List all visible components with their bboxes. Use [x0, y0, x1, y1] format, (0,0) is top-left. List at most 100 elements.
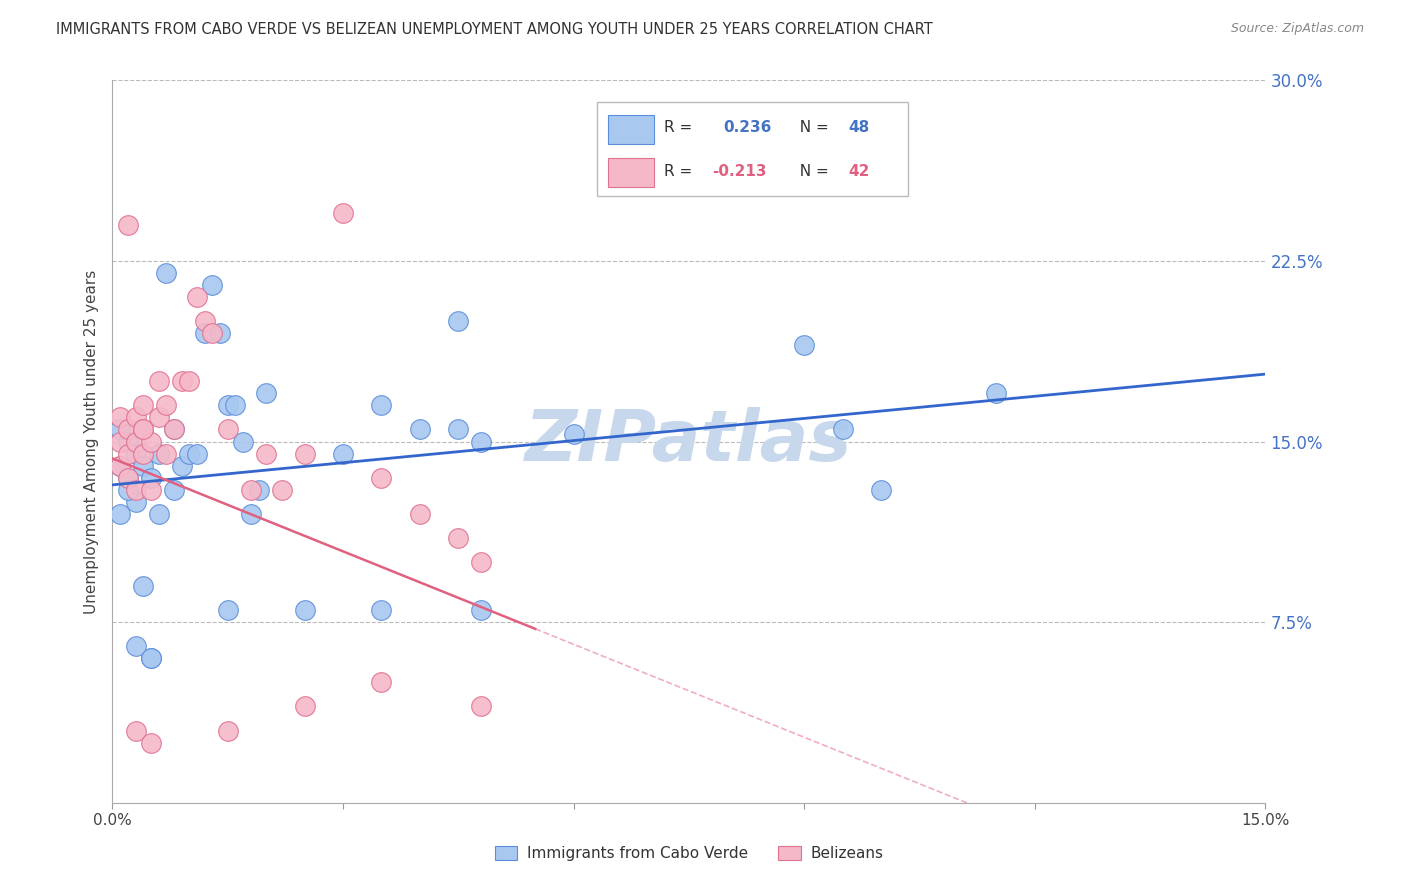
Point	[108, 458, 131, 473]
Point	[370, 398, 392, 412]
Text: IMMIGRANTS FROM CABO VERDE VS BELIZEAN UNEMPLOYMENT AMONG YOUTH UNDER 25 YEARS C: IMMIGRANTS FROM CABO VERDE VS BELIZEAN U…	[56, 22, 934, 37]
Point	[470, 699, 492, 714]
FancyBboxPatch shape	[609, 115, 654, 144]
Point	[108, 422, 131, 436]
Point	[370, 470, 392, 484]
Point	[409, 507, 432, 521]
Point	[124, 723, 146, 738]
Point	[209, 326, 232, 340]
Text: R =: R =	[664, 120, 697, 136]
Point	[155, 398, 177, 412]
Point	[117, 470, 139, 484]
Point	[294, 446, 316, 460]
Point	[254, 386, 277, 401]
Point	[139, 470, 162, 484]
Y-axis label: Unemployment Among Youth under 25 years: Unemployment Among Youth under 25 years	[83, 269, 98, 614]
Point	[124, 446, 146, 460]
Point	[117, 422, 139, 436]
Text: Source: ZipAtlas.com: Source: ZipAtlas.com	[1230, 22, 1364, 36]
Point	[108, 458, 131, 473]
Point	[148, 446, 170, 460]
Point	[294, 603, 316, 617]
Point	[447, 531, 470, 545]
Point	[124, 410, 146, 425]
Point	[201, 326, 224, 340]
Text: 42: 42	[848, 164, 869, 178]
Point	[447, 422, 470, 436]
FancyBboxPatch shape	[609, 158, 654, 187]
Point	[108, 434, 131, 449]
Point	[170, 374, 193, 388]
Point	[117, 434, 139, 449]
Point	[148, 374, 170, 388]
Point	[793, 338, 815, 352]
Point	[186, 446, 208, 460]
Point	[470, 603, 492, 617]
Point	[117, 470, 139, 484]
Point	[108, 507, 131, 521]
Point	[447, 314, 470, 328]
Point	[294, 699, 316, 714]
Legend: Immigrants from Cabo Verde, Belizeans: Immigrants from Cabo Verde, Belizeans	[488, 840, 890, 867]
Text: R =: R =	[664, 164, 697, 178]
Point	[270, 483, 292, 497]
Point	[117, 483, 139, 497]
Text: ZIPatlas: ZIPatlas	[526, 407, 852, 476]
Point	[148, 410, 170, 425]
Point	[108, 410, 131, 425]
Point	[179, 446, 201, 460]
Point	[163, 422, 186, 436]
Text: N =: N =	[790, 120, 834, 136]
Point	[124, 639, 146, 653]
Point	[139, 735, 162, 749]
Point	[117, 446, 139, 460]
FancyBboxPatch shape	[596, 102, 908, 196]
Point	[239, 507, 262, 521]
Point	[186, 290, 208, 304]
Point	[132, 446, 155, 460]
Point	[132, 422, 155, 436]
Point	[562, 427, 585, 442]
Point	[139, 434, 162, 449]
Point	[194, 326, 217, 340]
Point	[201, 277, 224, 292]
Point	[132, 398, 155, 412]
Point	[986, 386, 1008, 401]
Point	[247, 483, 270, 497]
Point	[139, 651, 162, 665]
Point	[117, 218, 139, 232]
Point	[132, 458, 155, 473]
Point	[155, 266, 177, 280]
Point	[163, 422, 186, 436]
Text: -0.213: -0.213	[711, 164, 766, 178]
Point	[217, 398, 239, 412]
Point	[124, 494, 146, 508]
Point	[179, 374, 201, 388]
Point	[470, 555, 492, 569]
Point	[217, 422, 239, 436]
Point	[155, 446, 177, 460]
Point	[132, 579, 155, 593]
Point	[163, 483, 186, 497]
Point	[470, 434, 492, 449]
Point	[232, 434, 254, 449]
Point	[217, 603, 239, 617]
Point	[332, 446, 354, 460]
Point	[194, 314, 217, 328]
Point	[370, 675, 392, 690]
Point	[224, 398, 246, 412]
Point	[870, 483, 893, 497]
Text: 0.236: 0.236	[724, 120, 772, 136]
Point	[370, 603, 392, 617]
Point	[831, 422, 853, 436]
Text: N =: N =	[790, 164, 834, 178]
Point	[124, 434, 146, 449]
Point	[217, 723, 239, 738]
Point	[132, 422, 155, 436]
Point	[124, 483, 146, 497]
Point	[239, 483, 262, 497]
Point	[139, 651, 162, 665]
Text: 48: 48	[848, 120, 869, 136]
Point	[170, 458, 193, 473]
Point	[148, 507, 170, 521]
